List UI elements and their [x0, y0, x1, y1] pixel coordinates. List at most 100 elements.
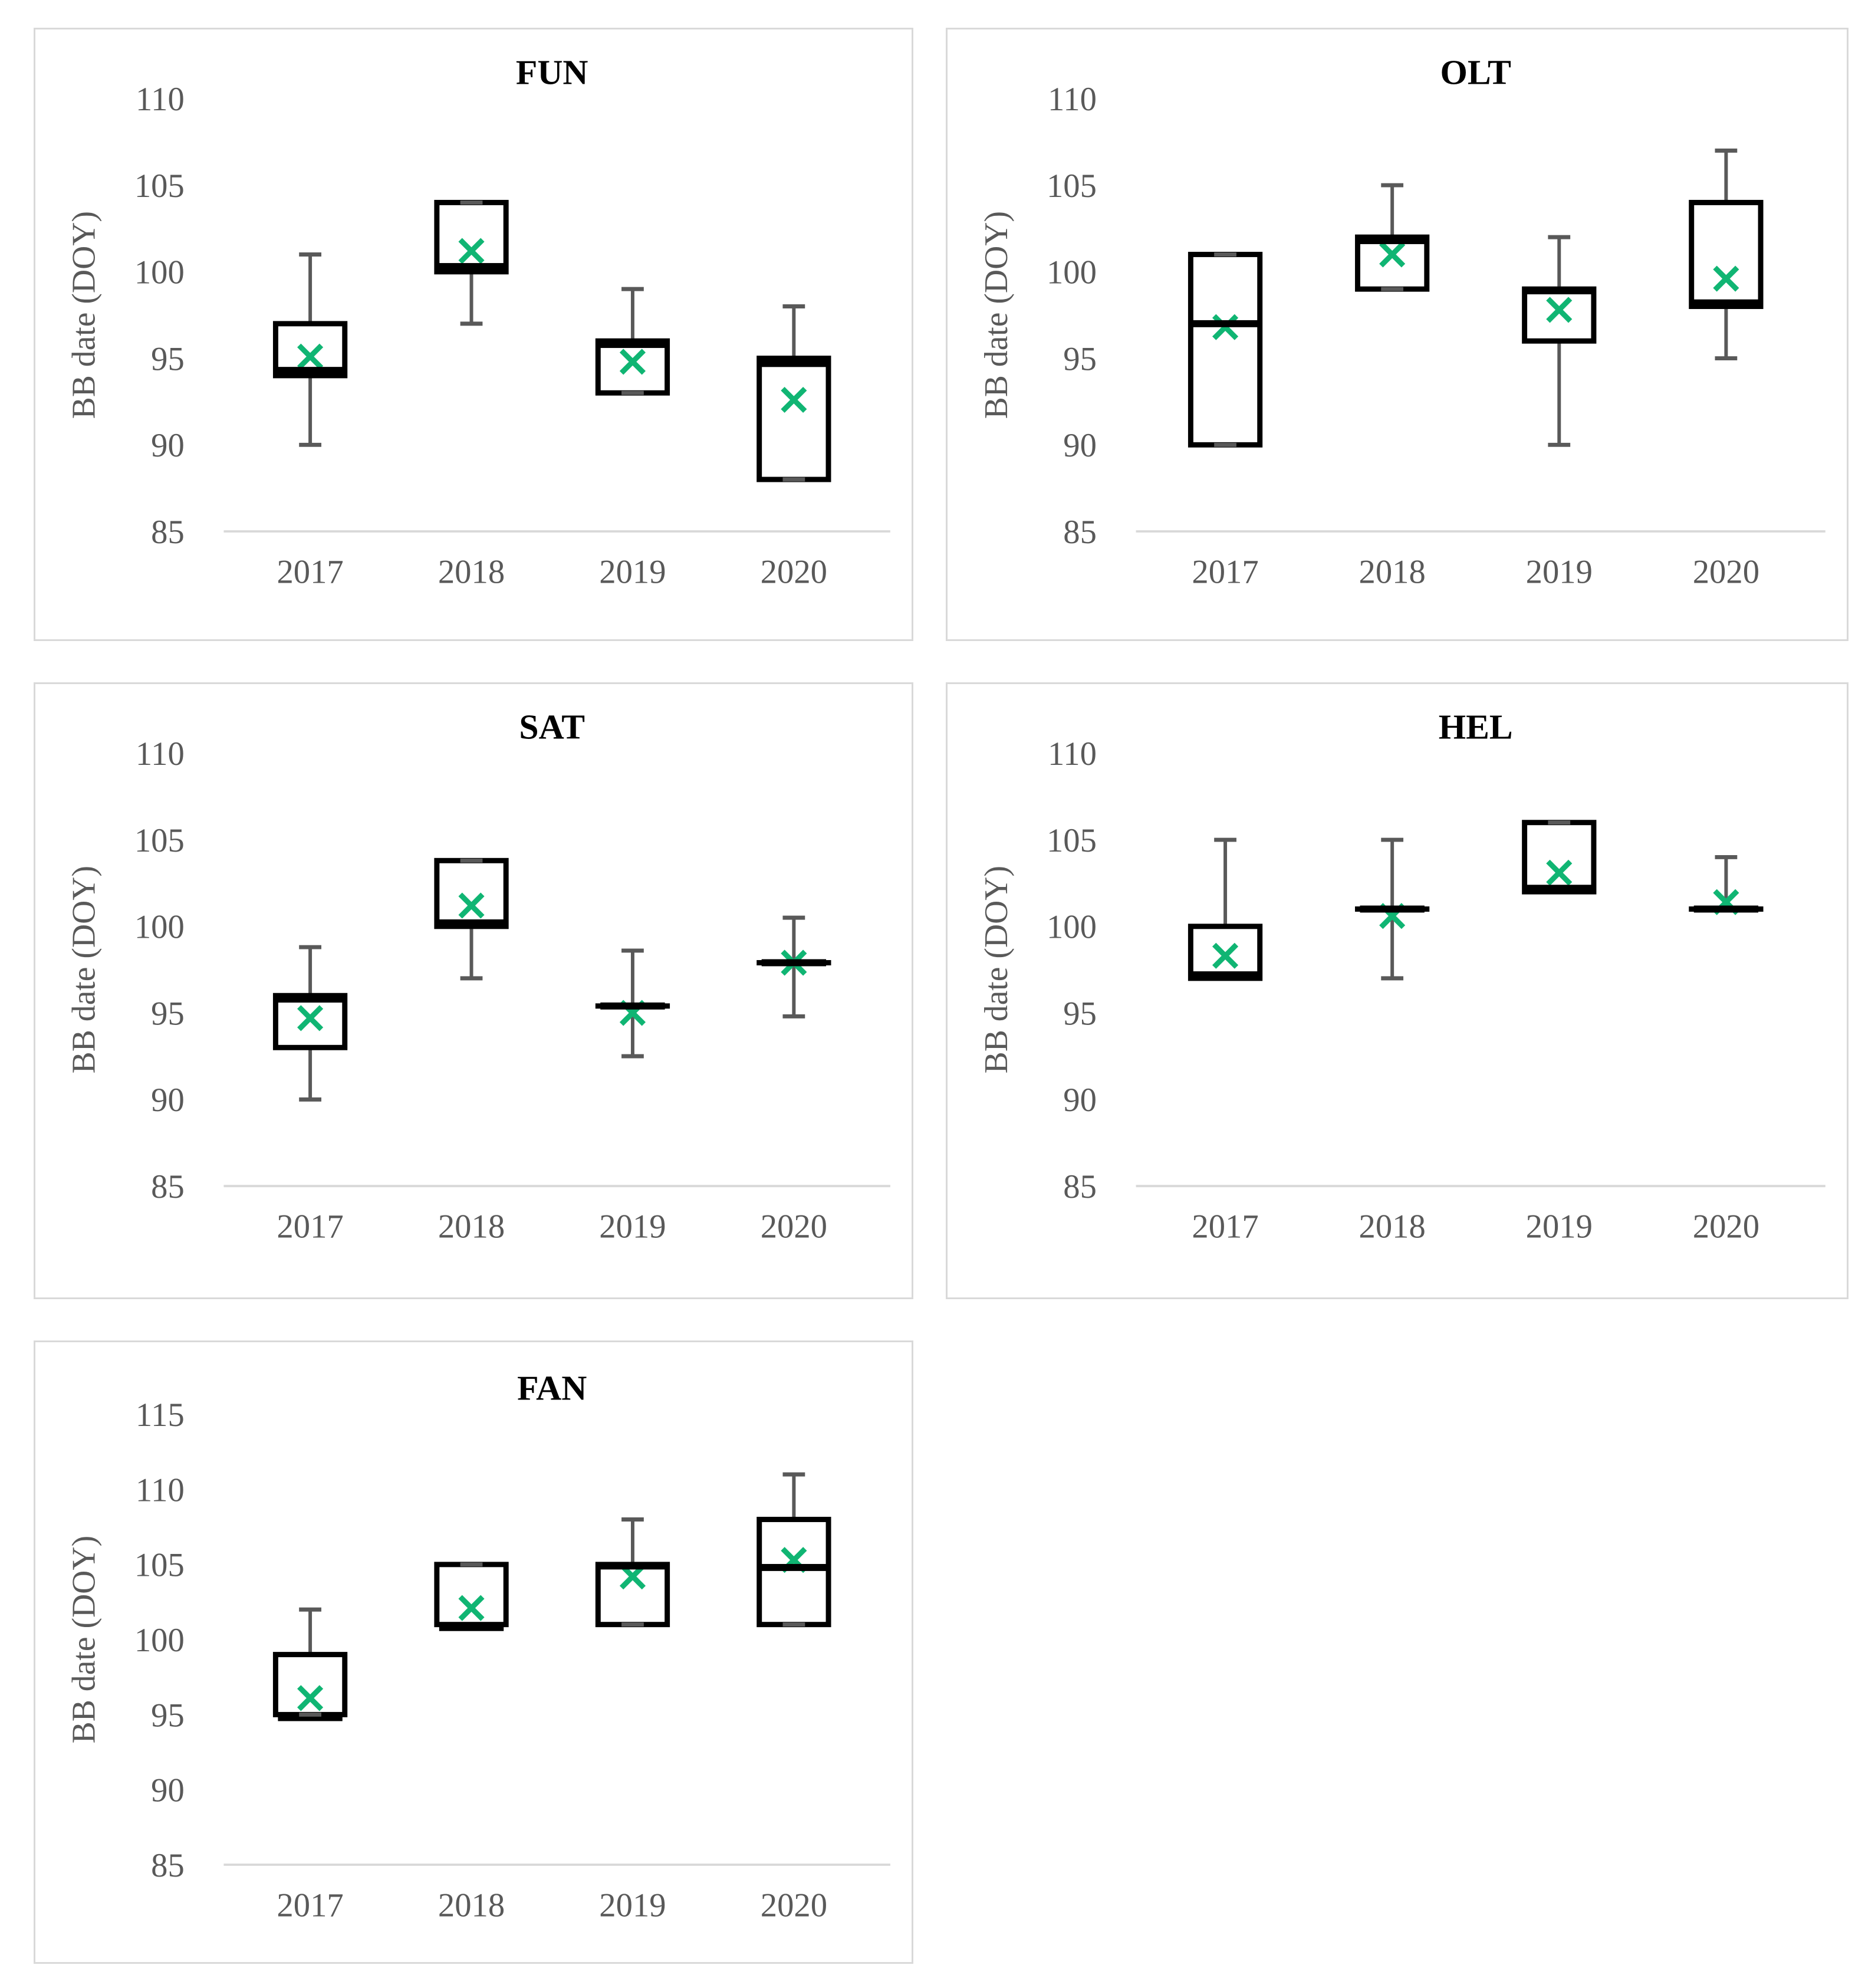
box-iqr [272, 321, 348, 379]
mean-x-icon [297, 1685, 324, 1711]
y-axis-title: BB date (DOY) [66, 1536, 103, 1744]
box-group-2017 [1188, 251, 1263, 448]
x-tick-label: 2017 [1192, 1209, 1258, 1246]
box-iqr [1522, 286, 1597, 344]
x-tick-label: 2019 [599, 1887, 666, 1924]
mean-x-icon [1212, 942, 1239, 969]
y-tick-label: 110 [136, 736, 185, 773]
median-line [600, 341, 665, 349]
y-axis-title: BB date (DOY) [66, 866, 103, 1073]
boxplot-svg: SAT 85 90 95 100 105 110 BB date (DOY) 2017 2018 2… [66, 707, 890, 1246]
chart-title: FUN [516, 52, 588, 91]
box-group-2018 [434, 199, 509, 326]
y-tick-label: 105 [134, 823, 185, 859]
chart-panel-fan: FAN 85 90 95 100 105 110 115 BB date (DOY) 2017 20… [34, 1340, 913, 1964]
mean-x-icon [1379, 241, 1406, 268]
x-tick-label: 2018 [438, 1887, 505, 1924]
boxplot-svg: FAN 85 90 95 100 105 110 115 BB date (DOY) 2017 20… [66, 1368, 890, 1924]
x-tick-label: 2017 [277, 1887, 343, 1924]
x-tick-label: 2018 [438, 1209, 505, 1246]
boxplot-svg: FUN 85 90 95 100 105 110 BB date (DOY) 2017 2018 2… [66, 52, 890, 591]
y-tick-label: 110 [136, 81, 185, 118]
y-tick-label: 90 [151, 1773, 185, 1809]
box-group-2019 [595, 1517, 670, 1628]
median-line [1360, 905, 1425, 913]
box-iqr [434, 857, 509, 929]
box-group-2017 [1188, 837, 1263, 981]
y-tick-label: 110 [136, 1472, 185, 1509]
median-line [278, 1714, 343, 1721]
y-tick-label: 90 [1063, 1082, 1097, 1119]
x-tick-label: 2020 [1693, 554, 1759, 591]
box-iqr [1355, 234, 1430, 292]
chart-title: OLT [1440, 52, 1511, 91]
box-iqr [595, 338, 670, 396]
box-iqr [1522, 820, 1597, 895]
y-tick-label: 85 [151, 1848, 185, 1884]
median-line [278, 995, 343, 1003]
box-group-2019 [1522, 235, 1597, 447]
box-group-2018 [434, 857, 509, 981]
chart-panel-sat: SAT 85 90 95 100 105 110 BB date (DOY) 2017 2018 2… [34, 682, 913, 1299]
y-tick-label: 100 [1047, 909, 1097, 946]
mean-x-icon [297, 343, 324, 370]
chart-title: SAT [519, 707, 585, 746]
box-group-2017 [272, 1607, 348, 1721]
mean-x-icon [458, 892, 485, 919]
median-line [1193, 320, 1258, 327]
box-group-2018 [1355, 183, 1430, 292]
median-line [1527, 885, 1591, 892]
median-line [1193, 971, 1258, 978]
y-tick-label: 105 [1047, 823, 1097, 859]
mean-x-icon [458, 1595, 485, 1621]
box-iqr [434, 199, 509, 275]
y-axis-title: BB date (DOY) [978, 211, 1015, 419]
x-tick-label: 2017 [1192, 554, 1258, 591]
chart-panel-fun: FUN 85 90 95 100 105 110 BB date (DOY) 2017 2018 2… [34, 28, 913, 641]
boxplot-svg: OLT 85 90 95 100 105 110 BB date (DOY) 2017 2018 2… [978, 52, 1825, 591]
box-group-2019 [595, 948, 670, 1059]
x-tick-label: 2017 [277, 554, 343, 591]
y-tick-label: 90 [151, 428, 185, 464]
mean-x-icon [1713, 265, 1739, 292]
y-tick-label: 85 [151, 1169, 185, 1205]
y-tick-label: 110 [1048, 736, 1097, 773]
chart-title: HEL [1439, 707, 1513, 746]
median-line [439, 919, 504, 926]
box-group-2020 [756, 1472, 831, 1628]
mean-x-icon [619, 349, 646, 375]
x-tick-label: 2020 [761, 1209, 827, 1246]
x-tick-label: 2019 [599, 1209, 666, 1246]
median-line [1360, 237, 1425, 244]
y-tick-label: 110 [1048, 81, 1097, 118]
chart-panel-olt: OLT 85 90 95 100 105 110 BB date (DOY) 2017 2018 2… [946, 28, 1848, 641]
y-axis-title: BB date (DOY) [66, 211, 103, 419]
y-tick-label: 90 [151, 1082, 185, 1119]
y-tick-label: 85 [1063, 514, 1097, 551]
y-tick-label: 100 [134, 255, 185, 291]
box-iqr [434, 1562, 509, 1628]
chart-title: FAN [517, 1368, 587, 1407]
y-tick-label: 105 [134, 1547, 185, 1584]
y-tick-label: 95 [151, 1697, 185, 1734]
box-group-2018 [1355, 837, 1430, 981]
boxplot-svg: HEL 85 90 95 100 105 110 BB date (DOY) 2017 2018 2… [978, 707, 1825, 1246]
y-tick-label: 95 [1063, 341, 1097, 377]
x-tick-label: 2017 [277, 1209, 343, 1246]
box-group-2020 [756, 304, 831, 482]
y-tick-label: 100 [1047, 255, 1097, 291]
y-tick-label: 90 [1063, 428, 1097, 464]
mean-x-icon [1546, 297, 1573, 323]
x-tick-label: 2020 [761, 554, 827, 591]
mean-x-icon [1546, 859, 1573, 886]
y-axis-title: BB date (DOY) [978, 866, 1015, 1073]
mean-x-icon [458, 238, 485, 264]
y-tick-label: 115 [136, 1397, 185, 1434]
box-group-2019 [595, 287, 670, 396]
median-line [761, 959, 827, 967]
y-tick-label: 95 [151, 341, 185, 377]
median-line [1693, 299, 1759, 307]
median-line [600, 1002, 665, 1010]
x-tick-label: 2019 [1526, 554, 1593, 591]
x-tick-label: 2018 [1359, 554, 1426, 591]
